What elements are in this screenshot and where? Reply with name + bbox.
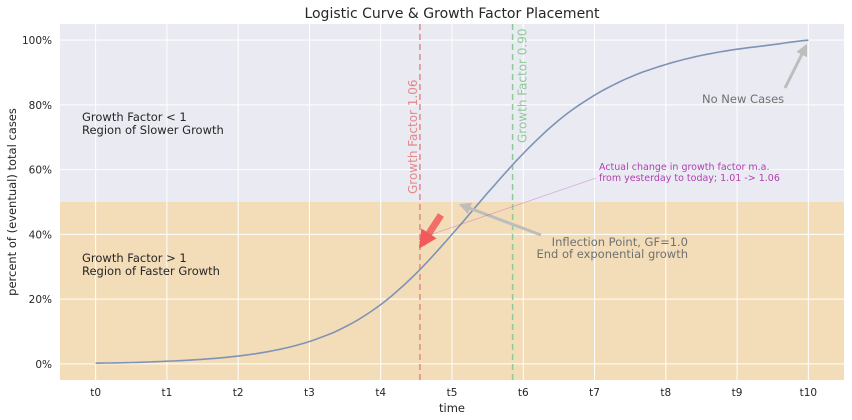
inflection-line2: End of exponential growth — [536, 247, 688, 261]
slower-growth-line1: Growth Factor < 1 — [82, 110, 187, 124]
y-tick-label: 100% — [22, 35, 52, 47]
grid-lines — [60, 24, 844, 380]
faster-growth-line1: Growth Factor > 1 — [82, 251, 187, 265]
no-new-cases-label: No New Cases — [702, 92, 784, 106]
x-tick-label: t9 — [732, 387, 743, 399]
y-axis-label: percent of (eventual) total cases — [5, 108, 19, 296]
slower-growth-line2: Region of Slower Growth — [82, 123, 224, 137]
x-tick-label: t3 — [304, 387, 315, 399]
y-tick-labels: 0% 20% 40% 60% 80% 100% — [22, 35, 52, 371]
x-tick-label: t5 — [447, 387, 458, 399]
logistic-curve-line — [95, 39, 809, 364]
inflection-arrow — [458, 202, 542, 237]
growth-factor-change-arrow — [419, 213, 444, 249]
x-tick-label: t0 — [90, 387, 101, 399]
growth-factor-label: Growth Factor 0.90 — [516, 28, 530, 143]
faster-growth-line2: Region of Faster Growth — [82, 264, 220, 278]
x-tick-label: t6 — [518, 387, 529, 399]
y-tick-label: 20% — [29, 294, 52, 306]
x-tick-label: t10 — [800, 387, 817, 399]
chart-title: Logistic Curve & Growth Factor Placement — [304, 6, 600, 22]
vertical-lines: Growth Factor 1.06 Growth Factor 0.90 — [406, 24, 530, 380]
series-lines — [95, 39, 809, 364]
x-axis-label: time — [439, 401, 465, 415]
x-tick-label: t2 — [233, 387, 244, 399]
y-tick-label: 40% — [29, 229, 52, 241]
no-new-cases-arrow — [783, 43, 808, 89]
inflection-line1: Inflection Point, GF=1.0 — [552, 235, 688, 249]
actual-change-line1: Actual change in growth factor m.a. — [599, 162, 770, 173]
y-tick-label: 80% — [29, 100, 52, 112]
x-tick-labels: t0 t1 t2 t3 t4 t5 t6 t7 t8 t9 t10 — [90, 387, 817, 399]
actual-change-line2: from yesterday to today; 1.01 -> 1.06 — [599, 173, 780, 184]
y-tick-label: 0% — [35, 359, 52, 371]
growth-factor-label: Growth Factor 1.06 — [406, 79, 420, 194]
actual-change-connector — [423, 177, 597, 238]
x-tick-label: t4 — [375, 387, 386, 399]
x-tick-label: t1 — [162, 387, 173, 399]
y-tick-label: 60% — [29, 165, 52, 177]
x-tick-label: t7 — [589, 387, 600, 399]
x-tick-label: t8 — [660, 387, 671, 399]
